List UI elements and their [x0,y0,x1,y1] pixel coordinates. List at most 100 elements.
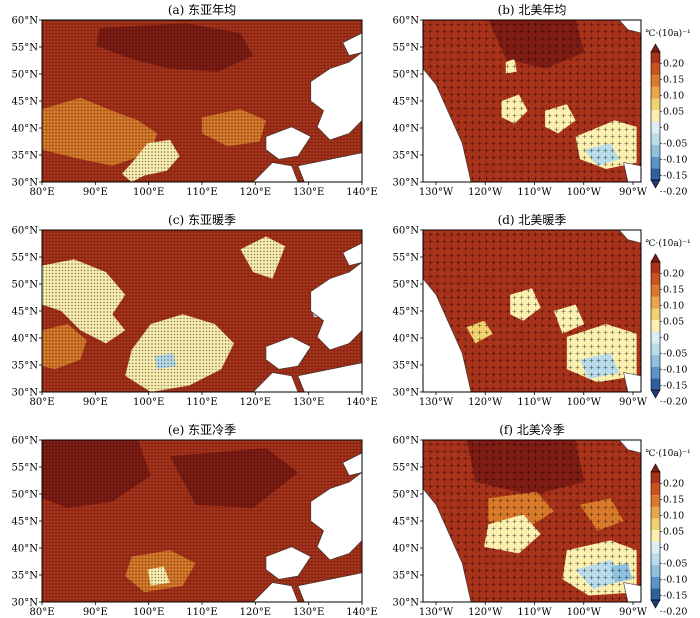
panel-title: (b) 北美年均 [498,3,567,17]
colorbar-tick-label: -0.05 [663,349,687,360]
x-tick-label: 90°E [83,397,108,408]
y-tick-label: 50°N [393,70,420,81]
y-tick-label: 45°N [12,307,39,318]
y-tick-label: 50°N [393,280,420,291]
x-tick-label: 120°E [240,187,271,198]
y-tick-label: 55°N [393,43,420,54]
colorbar-tick-label: 0.15 [663,285,684,296]
y-tick-label: 40°N [393,334,420,345]
x-tick-label: 100°E [133,607,164,618]
x-tick-label: 90°E [83,607,108,618]
colorbar-top-arrow [650,463,661,473]
ocean-mask [623,162,641,182]
panel-title: (e) 东亚冷季 [168,423,236,437]
y-tick-label: 45°N [393,307,420,318]
colorbar-tick-label: 0 [663,543,669,554]
ocean-mask [342,242,362,266]
x-tick-label: 100°E [133,397,164,408]
x-tick-label: 100°E [133,187,164,198]
significance-stippling [42,20,362,182]
significance-stippling [42,440,362,602]
colorbar-segment [651,285,660,297]
colorbar-tick-label: -0.20 [663,187,687,198]
colorbar-segment [651,588,660,600]
colorbar-tick-label: -0.15 [663,381,687,392]
x-tick-label: 110°E [186,397,217,408]
ocean-mask [297,572,362,602]
x-tick-label: 90°W [619,397,648,408]
y-tick-label: 60°N [12,436,39,447]
colorbar-tick-label: 0.10 [663,511,684,522]
colorbar-segment [651,156,660,169]
ocean-mask [342,32,362,56]
y-tick-label: 35°N [12,571,39,582]
x-tick-label: 90°E [83,187,108,198]
x-tick-label: 80°E [29,187,54,198]
colorbar-bottom-arrow [650,389,661,399]
ocean-mask [618,230,641,244]
y-tick-label: 30°N [12,178,39,189]
colorbar-tick-label: 0.05 [663,317,684,328]
map-panel-e: (e) 东亚冷季 80°E 90°E 100°E 110°E 120°E 130°E 140°… [12,423,378,618]
x-tick-label: 100°W [567,187,602,198]
y-tick-label: 55°N [12,463,39,474]
y-tick-label: 30°N [393,388,420,399]
colorbar-segment [651,343,660,356]
x-tick-label: 130°W [419,187,454,198]
colorbar-segment [651,98,660,111]
colorbar-segment [651,75,660,87]
y-tick-label: 45°N [12,517,39,528]
y-tick-label: 55°N [393,463,420,474]
colorbar-segment [651,565,660,577]
colorbar-segment [651,63,660,76]
colorbar-segment [651,530,660,542]
colorbar-segment [651,541,660,554]
colorbar-segment [651,133,660,146]
colorbar-segment [651,110,660,122]
x-tick-label: 130°W [419,607,454,618]
colorbar-segment [651,472,660,484]
x-tick-label: 140°E [346,397,377,408]
y-tick-label: 50°N [12,490,39,501]
panel-title: (f) 北美冷季 [499,423,565,437]
colorbar-segment [651,273,660,286]
ocean-mask [252,582,299,602]
colorbar-segment [651,121,660,134]
y-tick-label: 60°N [393,16,420,27]
ocean-mask [342,452,362,476]
colorbar-tick-label: -0.15 [663,171,687,182]
x-tick-label: 130°E [293,187,324,198]
colorbar-tick-label: 0 [663,333,669,344]
x-tick-label: 90°W [619,187,648,198]
x-tick-label: 110°E [186,187,217,198]
x-tick-label: 120°E [240,397,271,408]
y-tick-label: 45°N [12,97,39,108]
ocean-mask [423,488,472,602]
colorbar-segment [651,86,660,99]
colorbar-segment [651,355,660,367]
ocean-mask [618,440,641,454]
colorbar-segment [651,483,660,496]
colorbar-tick-label: -0.05 [663,559,687,570]
y-tick-label: 40°N [12,334,39,345]
colorbar: ℃·(10a)⁻¹ 0.20 0.15 0.10 0.05 0 -0.05 -0.10 -0.1… [645,28,690,198]
colorbar-segment [651,553,660,566]
colorbar-top-arrow [650,43,661,53]
colorbar-tick-label: 0.10 [663,91,684,102]
colorbar-tick-label: 0.05 [663,527,684,538]
y-tick-label: 55°N [12,253,39,264]
panel-title: (d) 北美暖季 [498,213,567,227]
ocean-mask [265,336,312,370]
y-tick-label: 60°N [12,226,39,237]
y-tick-label: 60°N [12,16,39,27]
colorbar-tick-label: 0.05 [663,107,684,118]
colorbar-tick-label: -0.15 [663,591,687,602]
y-tick-label: 55°N [12,43,39,54]
x-tick-label: 130°E [293,397,324,408]
colorbar-tick-label: -0.10 [663,575,687,586]
colorbar-tick-label: -0.20 [663,397,687,408]
colorbar-segment [651,145,660,157]
ocean-mask [623,372,641,392]
y-tick-label: 35°N [393,571,420,582]
